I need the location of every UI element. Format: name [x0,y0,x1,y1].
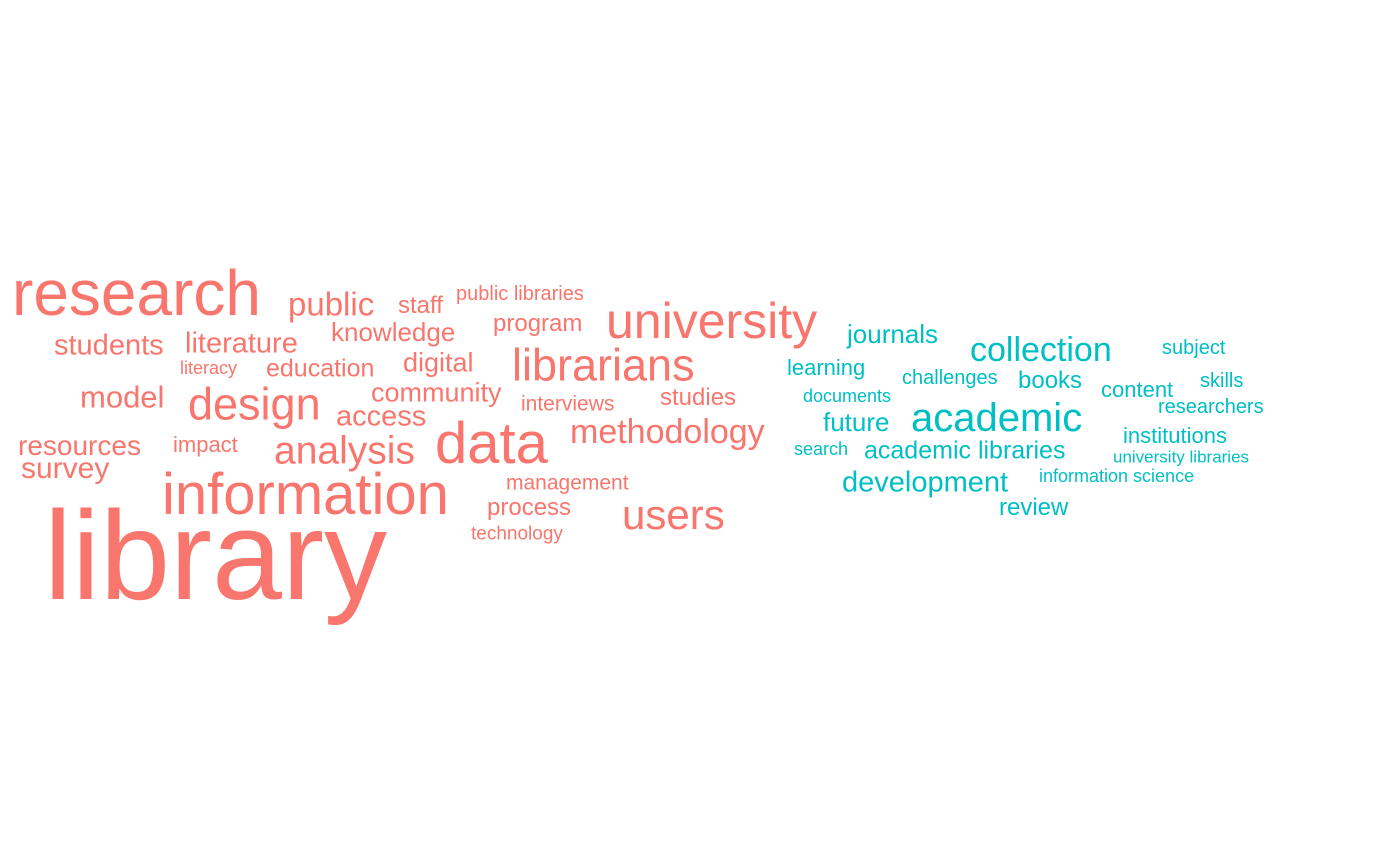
word-development: development [842,466,1009,499]
word-academic: academic [911,396,1083,440]
word-public: public [288,285,375,323]
word-university-libraries: university libraries [1113,447,1250,467]
word-methodology: methodology [570,413,765,451]
word-students: students [54,329,164,362]
word-process: process [487,494,572,521]
word-impact: impact [173,432,238,457]
word-journals: journals [847,319,939,349]
word-program: program [493,310,583,337]
word-knowledge: knowledge [331,317,456,347]
word-university: university [606,293,818,349]
word-future: future [823,407,890,437]
word-users: users [622,491,725,538]
word-digital: digital [403,347,474,378]
word-education: education [266,354,375,383]
word-literature: literature [185,327,298,360]
word-literacy: literacy [180,358,238,378]
word-interviews: interviews [521,392,615,416]
word-collection: collection [970,331,1112,369]
word-design: design [188,378,321,430]
word-search: search [794,439,849,459]
word-documents: documents [803,386,892,406]
word-researchers: researchers [1158,396,1264,418]
word-research: research [12,257,261,329]
word-data: data [435,411,548,476]
word-librarians: librarians [512,339,695,391]
word-management: management [506,471,629,495]
word-technology: technology [471,523,563,545]
word-subject: subject [1162,337,1226,359]
word-skills: skills [1200,370,1244,392]
word-learning: learning [787,355,866,380]
word-analysis: analysis [274,429,415,473]
word-books: books [1018,367,1083,394]
word-content: content [1101,377,1174,402]
word-review: review [999,494,1069,521]
word-resources: resources [18,430,141,461]
word-institutions: institutions [1123,423,1227,448]
word-information-science: information science [1039,466,1195,486]
word-model: model [80,379,165,415]
word-challenges: challenges [902,367,998,389]
word-library: library [44,485,388,626]
word-academic-libraries: academic libraries [864,436,1066,465]
word-survey: survey [21,452,110,485]
word-access: access [336,400,427,433]
word-public-libraries: public libraries [456,283,584,305]
word-studies: studies [660,384,737,411]
word-information: information [162,462,449,527]
word-staff: staff [398,292,443,319]
word-community: community [371,377,502,408]
